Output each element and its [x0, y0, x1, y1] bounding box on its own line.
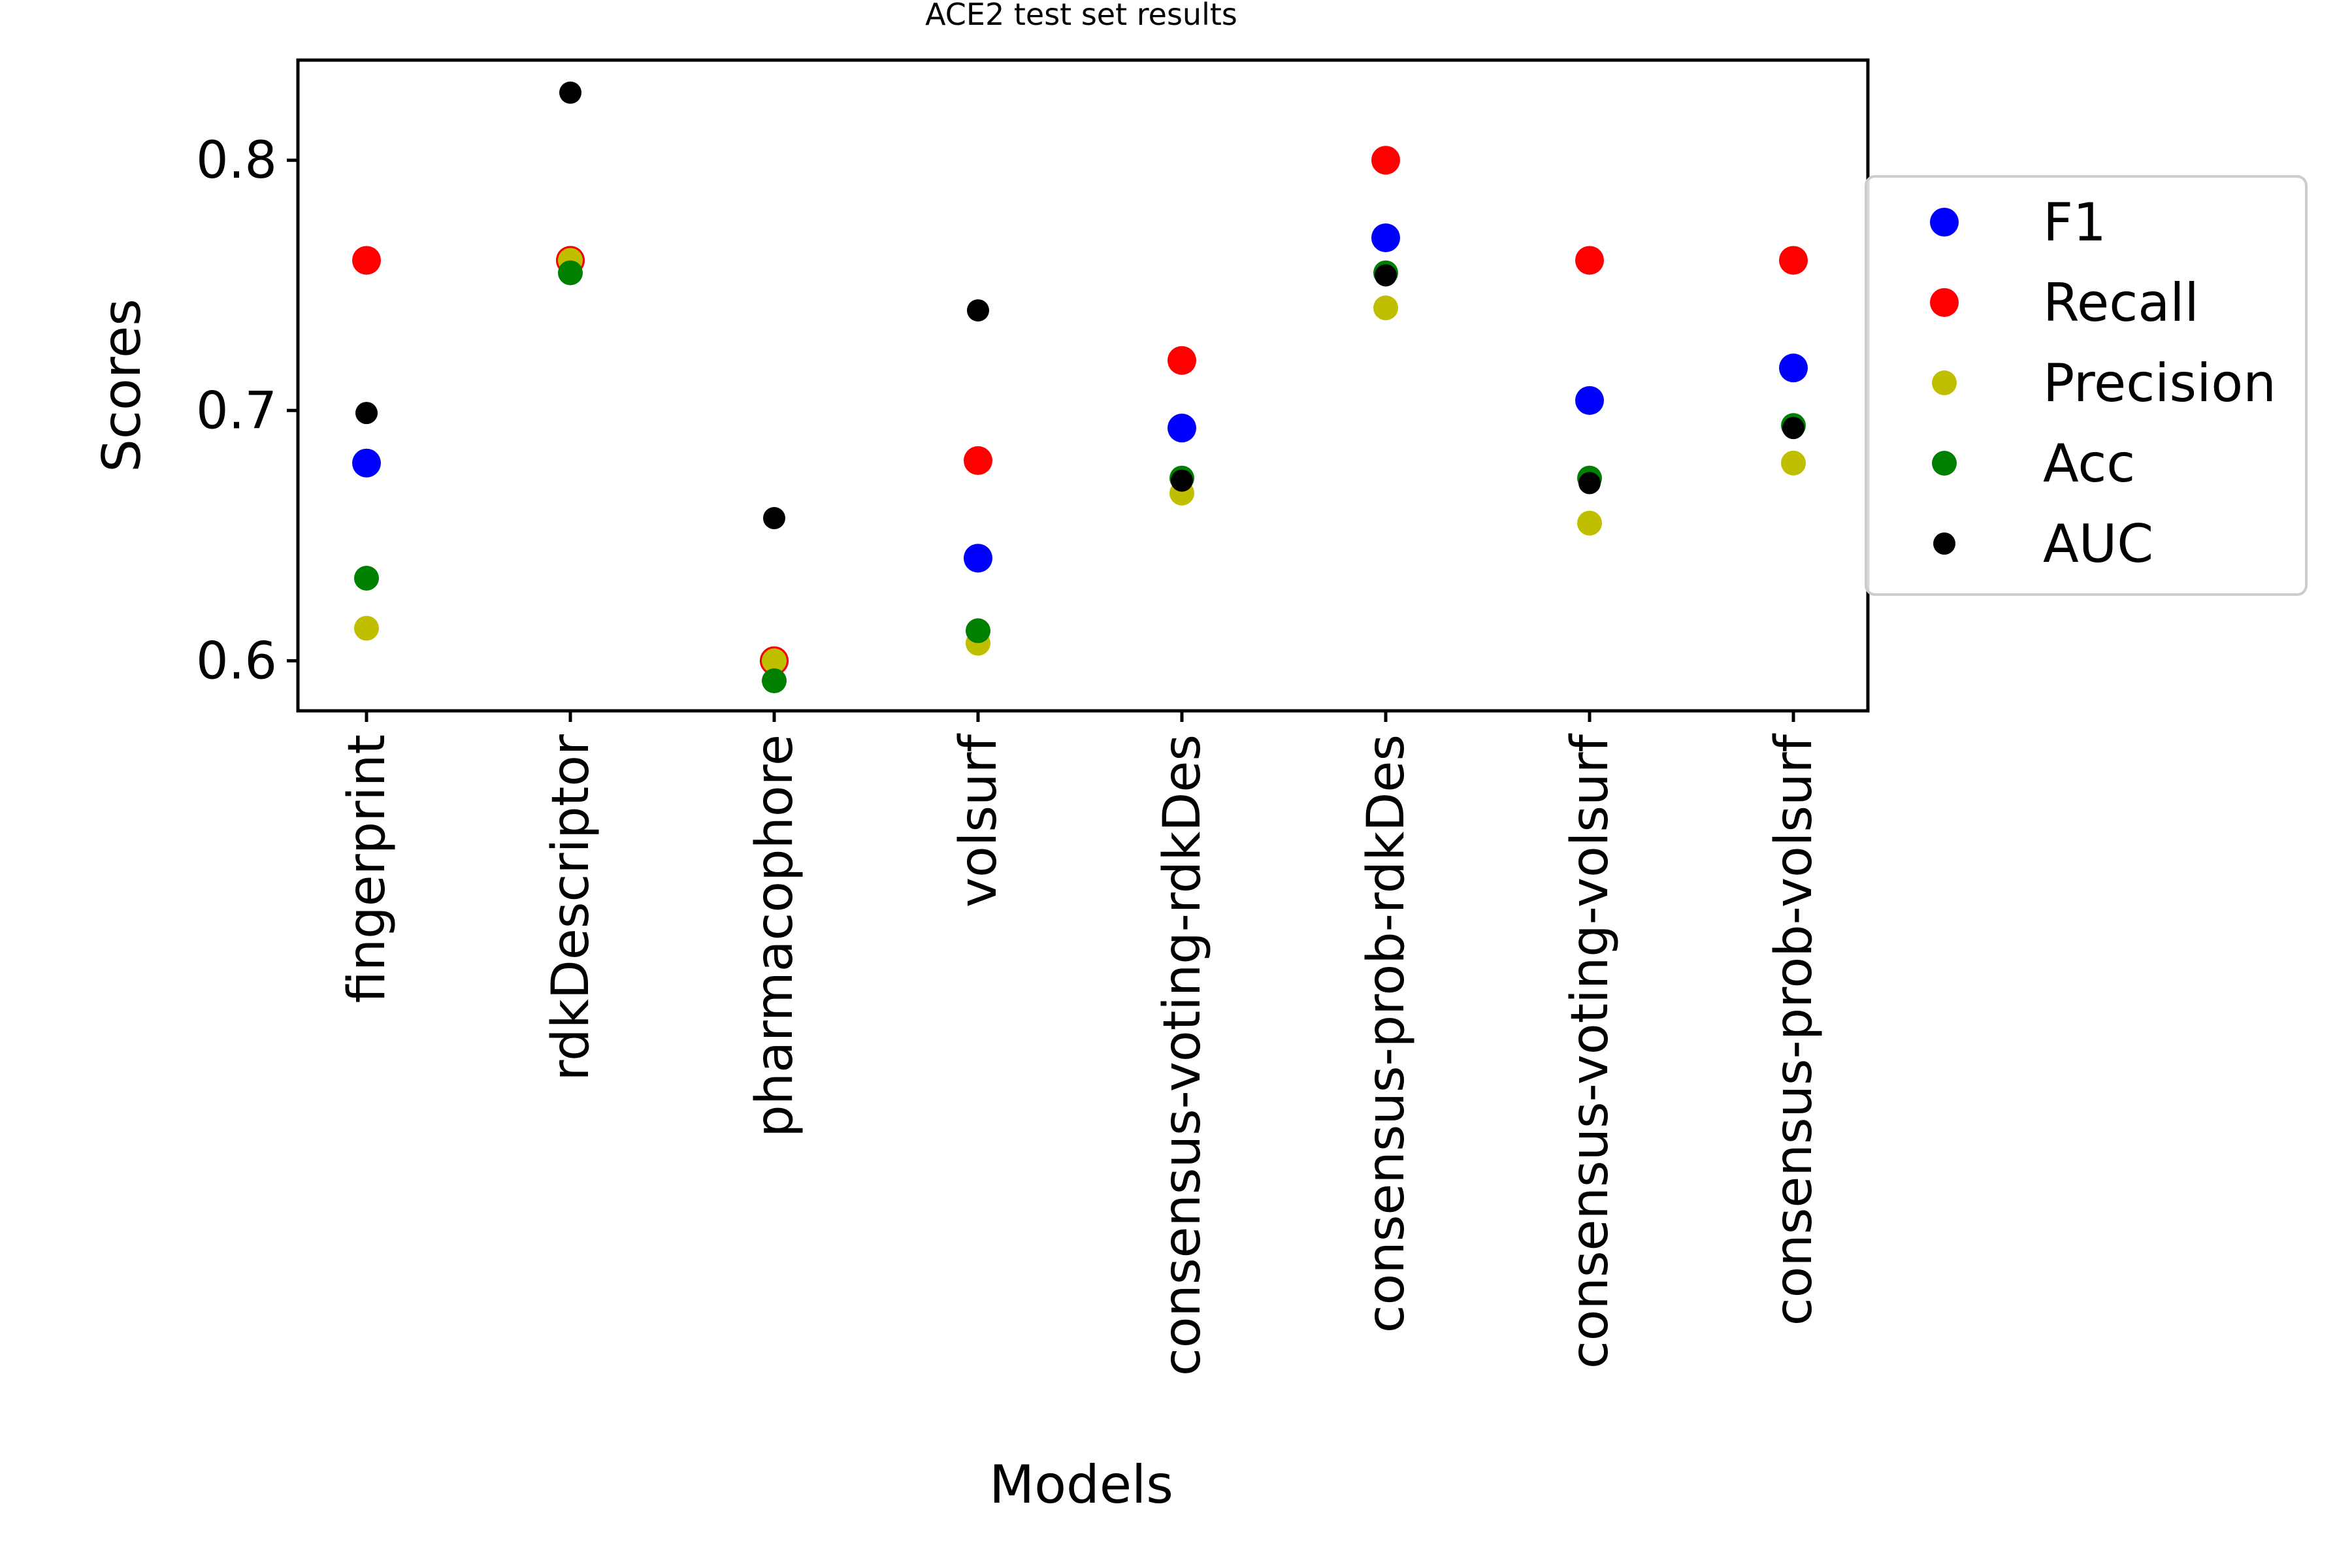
- y-axis-label: Scores: [91, 299, 152, 472]
- point-precision-consensus-prob-volsurf: [1781, 450, 1806, 476]
- point-precision-fingerprint: [354, 615, 379, 641]
- x-tick-label-fingerprint: fingerprint: [338, 734, 397, 1003]
- legend-label-acc: Acc: [2043, 433, 2135, 494]
- x-tick-label-consensus-voting-volsurf: consensus-voting-volsurf: [1561, 733, 1620, 1369]
- point-recall-consensus-prob-rdkdes: [1371, 146, 1400, 175]
- y-tick-label: 0.8: [196, 131, 277, 190]
- legend-items: F1 Recall Precision Acc AUC: [1930, 192, 2276, 574]
- legend-label-f1: F1: [2043, 192, 2106, 253]
- point-auc-consensus-voting-rdkdes: [1171, 469, 1193, 492]
- point-recall-consensus-voting-rdkdes: [1168, 346, 1196, 375]
- point-acc-volsurf: [966, 618, 990, 644]
- legend-label-recall: Recall: [2043, 272, 2199, 333]
- point-f1-fingerprint: [352, 448, 381, 478]
- point-recall-consensus-prob-volsurf: [1779, 246, 1808, 275]
- x-tick-label-rdkdescriptor: rdkDescriptor: [542, 734, 600, 1081]
- legend-frame: [1865, 175, 2308, 596]
- point-f1-consensus-prob-volsurf: [1779, 353, 1808, 383]
- point-f1-consensus-prob-rdkdes: [1371, 223, 1400, 252]
- y-axis-ticks: 0.6 0.7 0.8: [196, 131, 298, 691]
- chart-title: ACE2 test set results: [925, 0, 1237, 32]
- legend-marker-precision: [1932, 370, 1957, 395]
- point-auc-volsurf: [967, 299, 989, 322]
- point-precision-pharmacophore: [762, 648, 787, 674]
- y-tick-label: 0.7: [196, 382, 277, 440]
- plot-frame: [296, 58, 1870, 713]
- point-f1-consensus-voting-rdkdes: [1168, 414, 1196, 443]
- legend-marker-auc: [1933, 532, 1955, 555]
- point-auc-consensus-prob-volsurf: [1782, 417, 1805, 440]
- x-tick-label-pharmacophore: pharmacophore: [745, 734, 804, 1137]
- point-recall-consensus-voting-volsurf: [1575, 246, 1604, 275]
- point-acc-pharmacophore: [762, 668, 787, 694]
- legend: F1 Recall Precision Acc AUC: [1865, 175, 2308, 596]
- x-axis-label: Models: [989, 1454, 1173, 1515]
- x-tick-label-consensus-prob-rdkdes: consensus-prob-rdkDes: [1357, 734, 1416, 1333]
- point-acc-fingerprint: [354, 565, 379, 591]
- legend-marker-recall: [1930, 288, 1959, 317]
- x-axis-ticks: fingerprint rdkDescriptor pharmacophore vol…: [338, 711, 1823, 1376]
- point-auc-pharmacophore: [763, 507, 785, 530]
- point-acc-rdkdescriptor: [558, 260, 583, 286]
- y-tick-label: 0.6: [196, 632, 277, 691]
- point-auc-fingerprint: [355, 402, 378, 425]
- point-f1-volsurf: [964, 544, 992, 573]
- legend-label-precision: Precision: [2043, 353, 2276, 414]
- point-precision-consensus-prob-rdkdes: [1373, 295, 1398, 321]
- x-tick-label-consensus-prob-volsurf: consensus-prob-volsurf: [1765, 733, 1823, 1326]
- point-precision-consensus-voting-volsurf: [1577, 510, 1602, 536]
- point-auc-rdkdescriptor: [559, 81, 581, 104]
- x-tick-label-consensus-voting-rdkdes: consensus-voting-rdkDes: [1153, 734, 1212, 1376]
- point-auc-consensus-voting-volsurf: [1578, 472, 1601, 495]
- legend-marker-acc: [1932, 451, 1957, 476]
- point-auc-consensus-prob-rdkdes: [1375, 264, 1397, 287]
- point-recall-fingerprint: [352, 246, 381, 275]
- legend-marker-f1: [1930, 208, 1959, 237]
- point-recall-volsurf: [964, 446, 992, 475]
- legend-label-auc: AUC: [2043, 514, 2153, 574]
- point-f1-consensus-voting-volsurf: [1575, 385, 1604, 415]
- data-points: [352, 81, 1808, 694]
- x-tick-label-volsurf: volsurf: [949, 733, 1008, 907]
